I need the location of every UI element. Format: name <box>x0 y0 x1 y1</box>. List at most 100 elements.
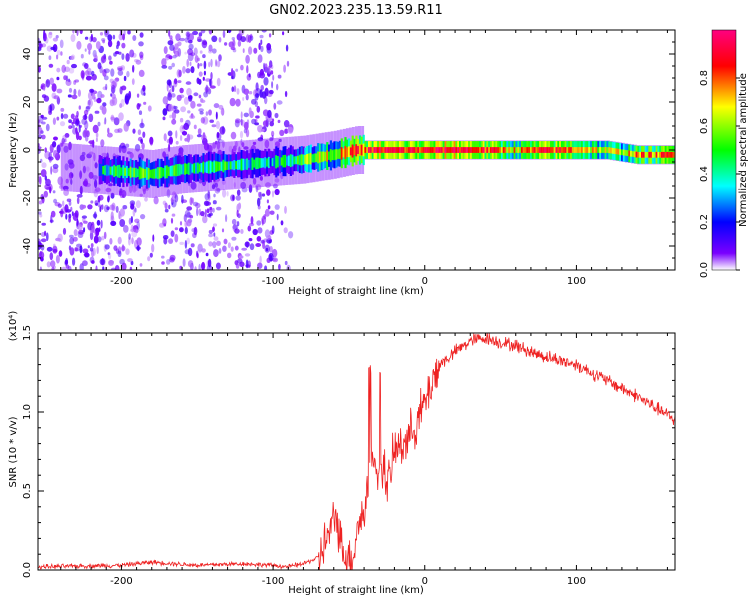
spectrogram-noise-speck <box>170 93 176 98</box>
spectrogram-ridge-core <box>573 147 576 153</box>
spectrogram-noise-speck <box>207 258 212 268</box>
spectrogram-noise-speck <box>56 67 61 73</box>
spectrogram-noise-speck <box>178 69 182 78</box>
snr-ylabel: SNR (10 * v/v) <box>8 416 19 487</box>
spectrogram-noise-speck <box>163 237 168 245</box>
spectrogram-ridge-core <box>608 147 611 154</box>
spectrogram-noise-speck <box>72 236 78 242</box>
colorbar-tick-label: 0.6 <box>699 118 710 134</box>
spectrogram-noise-speck <box>115 205 119 213</box>
spectrogram-noise-speck <box>70 55 74 60</box>
spectrogram-noise-speck <box>92 213 98 219</box>
spectrogram-noise-speck <box>61 64 66 73</box>
spectrogram-noise-speck <box>267 205 271 210</box>
spectrogram-ridge-core <box>346 147 349 158</box>
spectrogram-ridge-core <box>126 165 129 178</box>
spectrogram-ridge-core <box>258 158 261 169</box>
spectrogram-noise-speck <box>73 88 77 96</box>
spectrogram-ridge-core <box>138 166 141 180</box>
spectrogram-ridge-core <box>402 147 405 153</box>
spectrogram-ridge-core <box>100 164 103 176</box>
spectrogram-noise-speck <box>81 204 87 209</box>
spectrogram-ridge-core <box>617 148 620 155</box>
spectrogram-ridge-core <box>133 167 136 178</box>
spectrogram-ridge-core <box>116 165 120 178</box>
spectrogram-noise-speck <box>277 74 282 79</box>
spectrogram-ridge-core <box>479 147 482 153</box>
spectrogram-ridge-core <box>577 147 580 153</box>
spectrogram-noise-speck <box>117 67 123 72</box>
spectrogram-noise-speck <box>208 61 211 68</box>
spectrogram-noise-speck <box>209 119 214 123</box>
spectrogram-noise-speck <box>249 222 255 227</box>
spectrogram-ridge-core <box>377 147 380 153</box>
spectrogram-noise-speck <box>97 62 102 70</box>
spectrogram-noise-speck <box>85 253 90 258</box>
spectrogram-ridge-core <box>419 147 422 153</box>
spectrogram-noise-speck <box>41 116 48 120</box>
spectrogram-noise-speck <box>179 37 186 42</box>
spectrogram-noise-speck <box>173 105 178 110</box>
spectrogram-noise-speck <box>107 194 111 201</box>
spectrogram-noise-speck <box>240 118 243 126</box>
spectrogram-noise-speck <box>110 114 115 122</box>
spectrogram-noise-speck <box>110 267 117 270</box>
spectrogram-ridge-core <box>351 144 354 158</box>
spectrogram-noise-speck <box>70 34 76 42</box>
spectrogram-noise-speck <box>179 135 183 141</box>
spectrogram-noise-speck <box>51 266 55 270</box>
spectrogram-noise-speck <box>222 30 226 38</box>
spectrogram-noise-speck <box>87 43 93 51</box>
spectrogram-ridge-core <box>384 147 387 153</box>
spectrogram-noise-speck <box>125 53 130 62</box>
spectrogram-ridge-core <box>304 155 307 164</box>
spectrogram-ridge-core <box>246 158 249 170</box>
spectrogram-noise-speck <box>232 39 236 48</box>
spectrogram-ridge-core <box>333 149 336 161</box>
spectrogram-ridge-core <box>338 148 342 159</box>
x-tick-label: 0 <box>422 576 428 587</box>
spectrogram-noise-speck <box>136 245 140 252</box>
spectrogram-ridge-core <box>653 151 656 158</box>
spectrogram-noise-speck <box>266 189 271 196</box>
spectrogram-noise-speck <box>106 206 110 211</box>
spectrogram-ridge-core <box>435 147 438 153</box>
spectrogram-ridge-core <box>286 156 289 166</box>
spectrogram-noise-speck <box>168 55 173 60</box>
spectrogram-noise-speck <box>77 89 81 97</box>
spectrogram-ridge-core <box>597 147 600 153</box>
spectrogram-noise-speck <box>65 79 72 86</box>
colorbar: 0.0 0.2 0.4 0.6 0.8 Normalized spectral ampl… <box>699 29 749 278</box>
spectrogram-noise-speck <box>46 80 49 84</box>
spectrogram-noise-speck <box>64 138 67 143</box>
spectrogram-ridge-core <box>491 147 494 153</box>
spectrogram-noise-speck <box>134 218 140 223</box>
spectrogram-noise-speck <box>189 61 192 66</box>
spectrogram-noise-speck <box>162 108 168 116</box>
spectrogram-noise-speck <box>88 140 95 145</box>
spectrogram-ridge-core <box>358 143 362 156</box>
spectrogram-noise-speck <box>87 245 90 249</box>
spectrogram-noise-speck <box>72 257 76 266</box>
spectrogram-noise-speck <box>174 78 178 85</box>
y-tick-label: 0.5 <box>22 483 33 499</box>
spectrogram-noise-speck <box>190 66 195 74</box>
spectrogram-noise-speck <box>53 136 58 141</box>
spectrogram-noise-speck <box>259 89 263 98</box>
spectrogram-noise-speck <box>60 51 63 56</box>
spectrogram-noise-speck <box>203 70 206 76</box>
spectrogram-ridge-core <box>428 147 431 153</box>
spectrogram-noise-speck <box>61 137 65 144</box>
spectrogram-noise-speck <box>39 43 43 49</box>
spectrogram-noise-speck <box>171 111 177 120</box>
spectrogram-noise-speck <box>184 226 188 235</box>
spectrogram-noise-speck <box>118 33 124 41</box>
spectrogram-ridge-core <box>297 155 300 165</box>
spectrogram-noise-speck <box>257 205 261 210</box>
y-tick-label: 0.0 <box>22 562 33 578</box>
spectrogram-noise-speck <box>202 132 206 141</box>
spectrogram-noise-speck <box>77 224 83 231</box>
spectrogram-ridge-core <box>473 147 476 153</box>
spectrogram-ridge-core <box>513 147 516 153</box>
